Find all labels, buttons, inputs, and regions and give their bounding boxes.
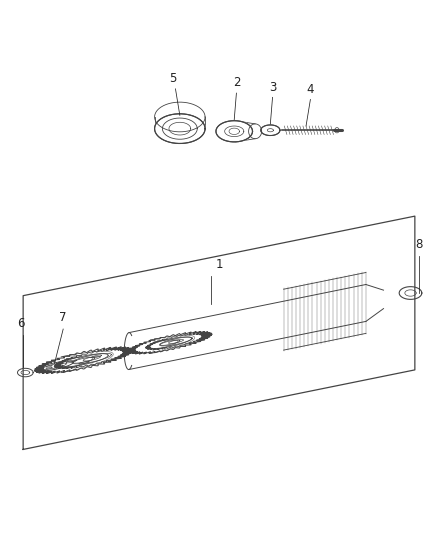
Text: 2: 2 <box>233 76 240 90</box>
Text: 4: 4 <box>307 83 314 96</box>
Text: 6: 6 <box>17 317 25 330</box>
Text: 5: 5 <box>170 72 177 85</box>
Polygon shape <box>155 114 205 143</box>
Polygon shape <box>261 125 280 135</box>
Text: 1: 1 <box>215 257 223 271</box>
Text: 3: 3 <box>269 80 276 94</box>
Polygon shape <box>216 120 253 142</box>
Text: 8: 8 <box>416 238 423 251</box>
Text: 7: 7 <box>60 311 67 324</box>
